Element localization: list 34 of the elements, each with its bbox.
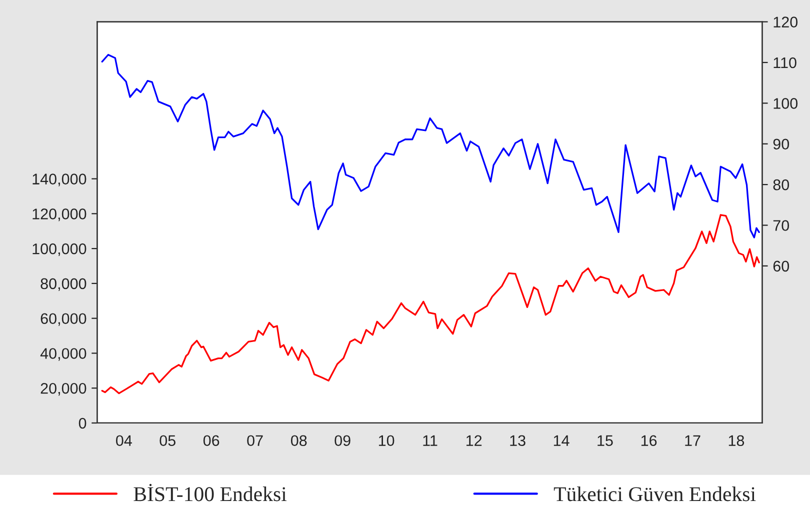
y2-tick-label: 100: [774, 98, 798, 109]
y-tick-label: 80,000: [40, 278, 86, 291]
x-tick-label: 18: [728, 435, 744, 446]
y-tick-label: 60,000: [40, 313, 86, 326]
legend-label: Tüketici Güven Endeksi: [554, 486, 756, 502]
x-tick-label: 17: [685, 435, 700, 446]
legend-label: BİST-100 Endeksi: [134, 484, 286, 502]
x-tick-label: 16: [641, 435, 657, 446]
x-tick-label: 11: [423, 435, 438, 446]
x-tick-label: 09: [334, 435, 350, 446]
y-tick-label: 100,000: [32, 243, 86, 256]
x-tick-label: 06: [203, 435, 220, 446]
y2-tick-label: 120: [774, 16, 798, 28]
x-tick-label: 12: [466, 435, 482, 446]
y2-tick-label: 110: [774, 57, 796, 68]
y-tick-label: 120,000: [32, 208, 86, 222]
y-tick-label: 20,000: [40, 382, 86, 396]
x-tick-label: 05: [160, 435, 176, 446]
x-tick-label: 15: [598, 435, 613, 446]
y2-tick-label: 90: [773, 138, 790, 150]
x-tick-label: 07: [247, 435, 263, 446]
line-series: [101, 214, 760, 394]
y2-tick-label: 60: [773, 260, 790, 272]
y2-tick-label: 80: [773, 179, 790, 190]
y-tick-label: 0: [78, 418, 86, 429]
x-tick-label: 04: [116, 435, 132, 446]
x-tick-label: 13: [510, 435, 526, 446]
y2-tick-label: 70: [773, 220, 790, 231]
x-tick-label: 08: [290, 435, 307, 446]
line-series: [101, 54, 760, 238]
y-tick-label: 140,000: [32, 174, 86, 186]
x-tick-label: 10: [378, 435, 394, 446]
y-tick-label: 40,000: [40, 348, 86, 361]
x-tick-label: 14: [554, 435, 570, 446]
